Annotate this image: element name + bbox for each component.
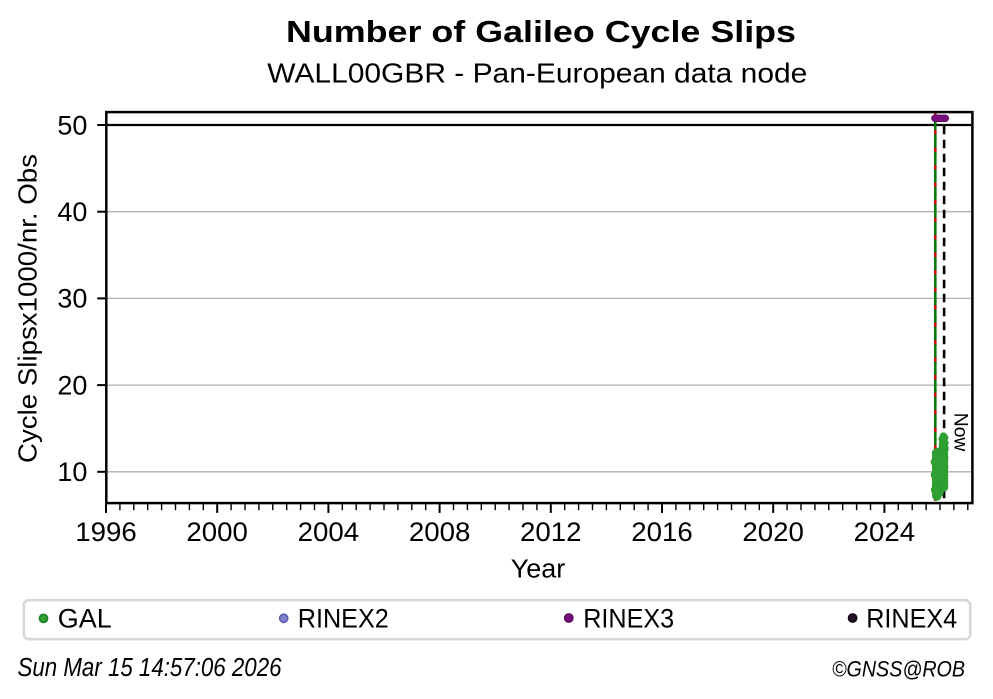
svg-text:20: 20 <box>57 370 87 400</box>
svg-text:2024: 2024 <box>854 517 916 547</box>
svg-text:2008: 2008 <box>409 517 471 547</box>
svg-text:2000: 2000 <box>186 517 248 547</box>
svg-text:2012: 2012 <box>520 517 582 547</box>
svg-text:50: 50 <box>57 111 87 141</box>
svg-text:30: 30 <box>57 284 87 314</box>
svg-text:2004: 2004 <box>298 517 360 547</box>
svg-text:Number of Galileo Cycle Slips: Number of Galileo Cycle Slips <box>286 14 796 49</box>
svg-text:GAL: GAL <box>58 604 112 634</box>
svg-text:RINEX3: RINEX3 <box>583 604 674 634</box>
svg-text:RINEX4: RINEX4 <box>866 604 957 634</box>
svg-text:Sun Mar 15 14:57:06 2026: Sun Mar 15 14:57:06 2026 <box>18 654 283 682</box>
svg-text:2016: 2016 <box>631 517 693 547</box>
svg-text:©GNSS@ROB: ©GNSS@ROB <box>832 656 965 681</box>
svg-text:10: 10 <box>57 457 87 487</box>
svg-text:WALL00GBR - Pan-European data: WALL00GBR - Pan-European data node <box>267 57 807 88</box>
svg-text:Year: Year <box>511 556 566 584</box>
svg-text:Cycle Slipsx1000/nr. Obs: Cycle Slipsx1000/nr. Obs <box>13 154 43 463</box>
svg-text:1996: 1996 <box>75 517 137 547</box>
svg-text:Now: Now <box>950 413 972 452</box>
svg-text:RINEX2: RINEX2 <box>298 604 389 634</box>
svg-text:40: 40 <box>57 197 87 227</box>
svg-text:2020: 2020 <box>742 517 804 547</box>
